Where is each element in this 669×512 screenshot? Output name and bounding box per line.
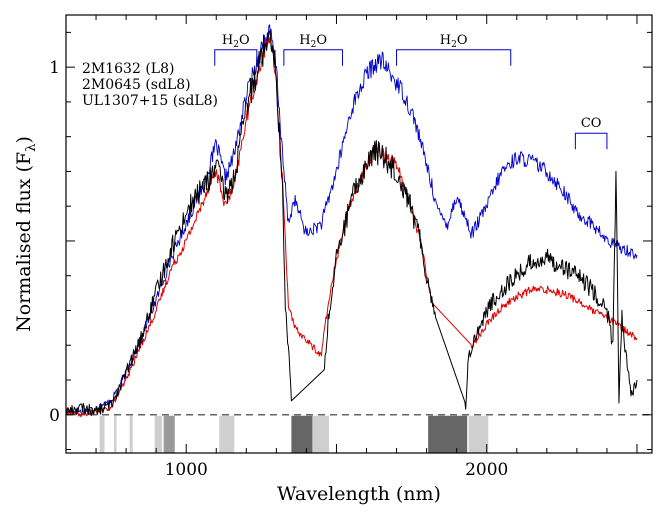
telluric-band-9 xyxy=(468,415,489,453)
annotation-label-2: H2O xyxy=(440,33,468,50)
legend-entry-2m0645: 2M0645 (sdL8) xyxy=(82,77,191,93)
y-tick-label-1: 1 xyxy=(49,58,60,78)
y-tick-label-0: 0 xyxy=(49,406,60,426)
telluric-band-group xyxy=(99,415,489,453)
series-line-2 xyxy=(65,30,638,416)
plot-frame xyxy=(65,14,653,454)
legend-entry-2m1632: 2M1632 (L8) xyxy=(82,61,174,77)
y-axis-label-subscript: λ xyxy=(24,144,39,152)
legend: 2M1632 (L8) 2M0645 (sdL8) UL1307+15 (sdL… xyxy=(82,61,218,109)
legend-entry-ul1307: UL1307+15 (sdL8) xyxy=(82,93,218,109)
annotation-bracket-3 xyxy=(574,132,608,150)
y-axis-label-main: Normalised flux (F xyxy=(13,152,35,332)
telluric-band-1 xyxy=(114,415,117,453)
absorption-feature-annotations: H2O H2O H2O CO xyxy=(214,33,608,150)
y-axis-label: Normalised flux (Fλ) xyxy=(13,136,39,332)
annotation-label-1: H2O xyxy=(299,33,327,50)
annotation-bracket-0 xyxy=(214,49,258,66)
x-tick-label-0: 1000 xyxy=(165,460,208,480)
annotation-label-0: H2O xyxy=(222,33,250,50)
x-tick-label-1: 2000 xyxy=(465,460,508,480)
telluric-band-8 xyxy=(428,415,468,453)
telluric-band-6 xyxy=(291,415,313,453)
telluric-band-4 xyxy=(163,415,175,453)
telluric-band-7 xyxy=(312,415,329,453)
series-line-1 xyxy=(65,36,638,418)
x-axis-label: Wavelength (nm) xyxy=(277,483,441,505)
series-group xyxy=(65,24,638,418)
annotation-label-3: CO xyxy=(581,116,602,131)
telluric-band-5 xyxy=(219,415,235,453)
telluric-band-3 xyxy=(154,415,163,453)
annotation-bracket-1 xyxy=(283,49,343,66)
axis-ticks: 1000 2000 0 1 xyxy=(49,15,652,480)
y-axis-label-close: ) xyxy=(13,136,35,143)
annotation-bracket-2 xyxy=(396,49,512,66)
telluric-band-0 xyxy=(99,415,105,453)
plot-area xyxy=(66,15,652,453)
telluric-band-2 xyxy=(129,415,133,453)
